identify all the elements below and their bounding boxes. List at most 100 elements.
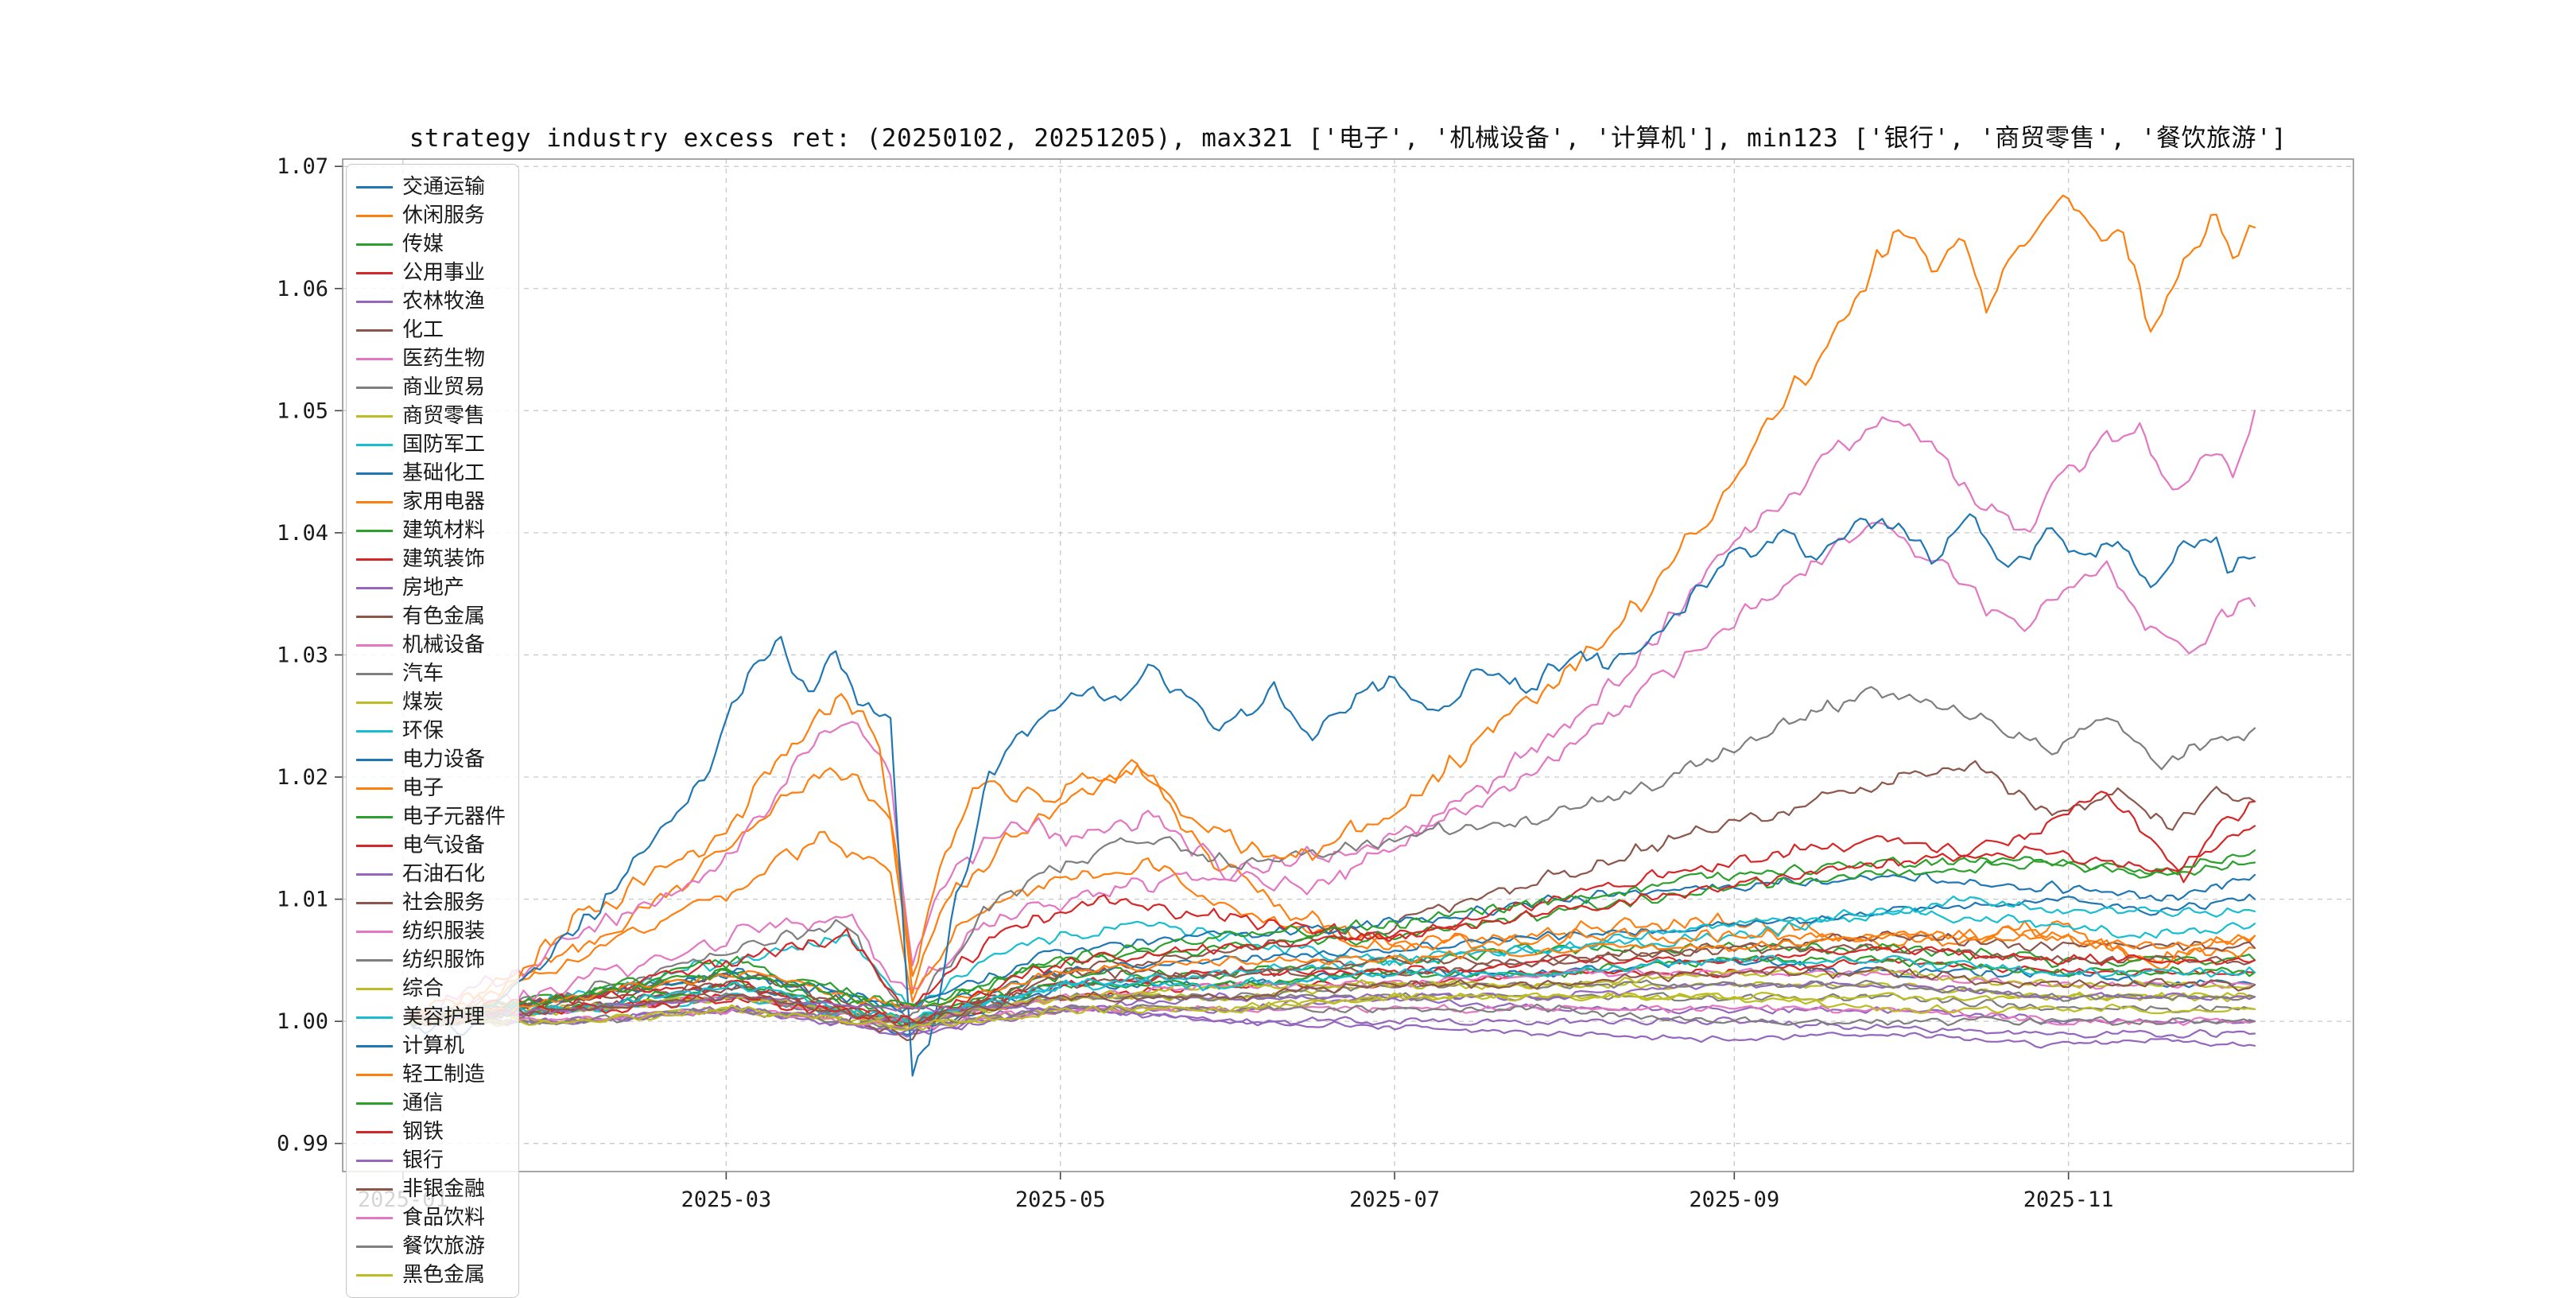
legend-label: 计算机: [402, 1034, 465, 1058]
legend-item: 有色金属: [356, 602, 506, 631]
legend-label: 美容护理: [402, 1005, 486, 1029]
legend-line-sample-icon: [356, 958, 393, 962]
y-tick-label: 1.06: [277, 277, 328, 301]
legend-label: 黑色金属: [402, 1263, 486, 1287]
legend-line-sample-icon: [356, 414, 393, 418]
series-line-钢铁: [407, 825, 2256, 1027]
legend-item: 食品饮料: [356, 1203, 506, 1232]
legend-label: 农林牧渔: [402, 290, 486, 313]
y-tick-label: 1.07: [277, 154, 328, 179]
legend-item: 煤炭: [356, 688, 506, 717]
legend-item: 医药生物: [356, 344, 506, 373]
legend-item: 计算机: [356, 1032, 506, 1060]
legend-label: 纺织服装: [402, 919, 486, 943]
legend-item: 钢铁: [356, 1117, 506, 1146]
legend-label: 房地产: [402, 576, 465, 600]
legend-line-sample-icon: [356, 357, 393, 360]
legend-item: 汽车: [356, 659, 506, 688]
legend-label: 机械设备: [402, 633, 486, 657]
legend-line-sample-icon: [356, 1073, 393, 1076]
series-line-黑色金属: [407, 992, 2256, 1031]
x-tick-label: 2025-07: [1349, 1187, 1440, 1212]
y-tick-label: 1.04: [277, 521, 328, 546]
legend-line-sample-icon: [356, 1216, 393, 1219]
legend-item: 综合: [356, 974, 506, 1003]
series-line-电子: [407, 194, 2256, 1023]
legend-line-sample-icon: [356, 872, 393, 876]
legend-line-sample-icon: [356, 787, 393, 790]
legend-item: 化工: [356, 316, 506, 344]
legend-label: 环保: [402, 719, 444, 743]
legend-line-sample-icon: [356, 558, 393, 561]
series-line-汽车: [407, 686, 2256, 1024]
y-tick-label: 0.99: [277, 1132, 328, 1156]
legend-item: 非银金融: [356, 1175, 506, 1203]
legend-line-sample-icon: [356, 987, 393, 990]
legend-label: 传媒: [402, 232, 444, 256]
legend-line-sample-icon: [356, 901, 393, 904]
legend-line-sample-icon: [356, 586, 393, 589]
series-line-医药生物: [407, 522, 2256, 1025]
series-line-建筑材料: [407, 954, 2256, 1026]
legend-line-sample-icon: [356, 844, 393, 847]
legend-label: 公用事业: [402, 261, 486, 285]
series-line-通信: [407, 849, 2256, 1026]
legend-item: 黑色金属: [356, 1261, 506, 1289]
legend-label: 非银金融: [402, 1177, 486, 1201]
legend-line-sample-icon: [356, 701, 393, 704]
x-tick-label: 2025-05: [1015, 1187, 1106, 1212]
legend: 交通运输 休闲服务 传媒 公用事业 农林牧渔 化工 医药生物 商业贸易 商贸零售 国防军工 基础化工…: [346, 164, 520, 1298]
legend-item: 通信: [356, 1089, 506, 1117]
legend-item: 电子元器件: [356, 803, 506, 831]
legend-line-sample-icon: [356, 1187, 393, 1191]
legend-label: 餐饮旅游: [402, 1234, 486, 1258]
legend-label: 汽车: [402, 662, 444, 686]
y-tick-label: 1.05: [277, 398, 328, 423]
legend-line-sample-icon: [356, 930, 393, 933]
legend-item: 社会服务: [356, 888, 506, 917]
legend-label: 综合: [402, 977, 444, 1001]
chart-title: strategy industry excess ret: (20250102,…: [409, 124, 2287, 153]
legend-item: 餐饮旅游: [356, 1232, 506, 1261]
legend-item: 家用电器: [356, 488, 506, 516]
x-tick-label: 2025-03: [681, 1187, 771, 1212]
legend-label: 商贸零售: [402, 404, 486, 428]
legend-item: 纺织服饰: [356, 946, 506, 974]
legend-line-sample-icon: [356, 243, 393, 246]
legend-line-sample-icon: [356, 1016, 393, 1019]
legend-label: 轻工制造: [402, 1063, 486, 1086]
legend-line-sample-icon: [356, 185, 393, 188]
legend-label: 食品饮料: [402, 1206, 486, 1230]
legend-item: 电子: [356, 774, 506, 803]
legend-line-sample-icon: [356, 672, 393, 675]
legend-line-sample-icon: [356, 1245, 393, 1248]
legend-line-sample-icon: [356, 729, 393, 733]
legend-label: 钢铁: [402, 1120, 444, 1144]
legend-line-sample-icon: [356, 214, 393, 217]
legend-item: 纺织服装: [356, 917, 506, 946]
legend-item: 环保: [356, 717, 506, 745]
legend-item: 商贸零售: [356, 402, 506, 430]
legend-item: 房地产: [356, 573, 506, 602]
legend-label: 电力设备: [402, 748, 486, 771]
series-line-电气设备: [407, 791, 2256, 1026]
legend-item: 休闲服务: [356, 201, 506, 230]
legend-line-sample-icon: [356, 300, 393, 303]
legend-label: 交通运输: [402, 175, 486, 199]
legend-label: 银行: [402, 1148, 444, 1172]
legend-line-sample-icon: [356, 1044, 393, 1047]
series-line-有色金属: [407, 760, 2256, 1041]
y-tick-label: 1.00: [277, 1009, 328, 1034]
legend-line-sample-icon: [356, 1159, 393, 1162]
legend-label: 社会服务: [402, 891, 486, 915]
legend-item: 公用事业: [356, 258, 506, 287]
legend-item: 传媒: [356, 230, 506, 258]
legend-label: 电子: [402, 776, 444, 800]
y-tick-label: 1.01: [277, 888, 328, 912]
legend-line-sample-icon: [356, 1102, 393, 1105]
legend-item: 轻工制造: [356, 1060, 506, 1089]
legend-item: 农林牧渔: [356, 287, 506, 316]
legend-item: 建筑装饰: [356, 545, 506, 573]
